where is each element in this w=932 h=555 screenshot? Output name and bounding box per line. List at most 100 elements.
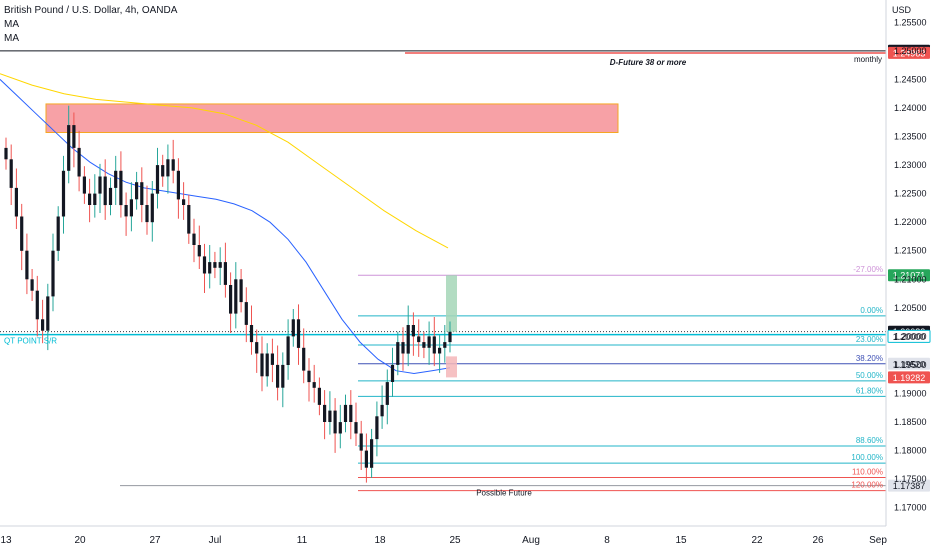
candle-body[interactable]: [140, 182, 144, 205]
candle-body[interactable]: [223, 262, 227, 285]
candle-body[interactable]: [359, 433, 363, 451]
candle-body[interactable]: [270, 353, 274, 365]
candle-body[interactable]: [255, 342, 259, 354]
candle-body[interactable]: [166, 159, 170, 177]
candle-body[interactable]: [239, 279, 243, 303]
price-badge-label: 1.17387: [893, 481, 926, 491]
candle-body[interactable]: [401, 342, 405, 354]
candle-body[interactable]: [234, 279, 238, 314]
candle-body[interactable]: [4, 147, 8, 160]
candle-body[interactable]: [77, 147, 81, 177]
candle-body[interactable]: [302, 347, 306, 371]
candle-body[interactable]: [385, 382, 389, 405]
candle-body[interactable]: [244, 302, 248, 325]
candle-body[interactable]: [51, 250, 55, 297]
candle-body[interactable]: [427, 336, 431, 348]
candle-body[interactable]: [161, 165, 165, 177]
candle-body[interactable]: [312, 382, 316, 388]
candle-body[interactable]: [265, 353, 269, 377]
candle-body[interactable]: [67, 125, 71, 171]
candle-body[interactable]: [25, 250, 29, 280]
candle-body[interactable]: [364, 450, 368, 468]
candle-body[interactable]: [108, 187, 113, 205]
supply-zone[interactable]: [45, 103, 619, 134]
candle-body[interactable]: [438, 347, 442, 354]
stop-box[interactable]: [446, 356, 457, 378]
candle-body[interactable]: [390, 364, 395, 382]
candle-body[interactable]: [296, 319, 301, 348]
fib-level-label: 88.60%: [856, 436, 883, 445]
candle-body[interactable]: [229, 285, 233, 314]
candle-body[interactable]: [61, 170, 66, 217]
candle-body[interactable]: [380, 404, 384, 417]
candle-body[interactable]: [343, 404, 348, 422]
candle-body[interactable]: [56, 216, 60, 251]
candle-body[interactable]: [182, 199, 186, 205]
candle-body[interactable]: [417, 336, 421, 343]
candle-body[interactable]: [93, 193, 97, 205]
candle-body[interactable]: [333, 410, 337, 434]
price-badge-gray: [888, 357, 930, 370]
candle-body[interactable]: [422, 342, 426, 348]
candle-body[interactable]: [187, 205, 191, 234]
d-future-label: D-Future 38 or more: [610, 58, 687, 67]
target-box[interactable]: [446, 275, 457, 332]
candle-body[interactable]: [260, 353, 264, 377]
candle-body[interactable]: [448, 331, 452, 343]
candle-body[interactable]: [443, 342, 447, 348]
candle-body[interactable]: [197, 245, 201, 257]
candle-body[interactable]: [432, 336, 436, 354]
candle-body[interactable]: [9, 159, 13, 188]
candle-body[interactable]: [323, 404, 327, 422]
candle-body[interactable]: [411, 325, 415, 337]
candle-body[interactable]: [124, 205, 128, 217]
candle-body[interactable]: [119, 170, 123, 206]
price-badge-label: 1.19282: [893, 373, 926, 383]
candle-body[interactable]: [328, 410, 332, 422]
candle-body[interactable]: [349, 404, 353, 422]
candle-body[interactable]: [30, 279, 34, 291]
indicator-ma-1[interactable]: MA: [4, 19, 19, 30]
candle-body[interactable]: [176, 170, 180, 200]
y-tick-label: 1.18500: [894, 417, 927, 427]
candle-body[interactable]: [171, 159, 175, 171]
candle-body[interactable]: [114, 170, 118, 188]
candle-body[interactable]: [213, 262, 217, 268]
candle-body[interactable]: [406, 325, 410, 354]
candle-body[interactable]: [41, 319, 45, 331]
candle-body[interactable]: [354, 422, 358, 434]
candle-body[interactable]: [129, 199, 133, 217]
candle-body[interactable]: [208, 262, 212, 274]
candle-body[interactable]: [14, 187, 18, 217]
candle-body[interactable]: [46, 296, 50, 331]
price-badge-green: [888, 269, 930, 282]
candle-body[interactable]: [150, 193, 154, 223]
candle-body[interactable]: [192, 233, 196, 245]
candle-body[interactable]: [307, 370, 311, 383]
candle-body[interactable]: [370, 439, 374, 468]
candle-body[interactable]: [375, 416, 379, 440]
candle-body[interactable]: [317, 387, 321, 405]
candle-body[interactable]: [396, 342, 400, 365]
candle-body[interactable]: [20, 216, 24, 251]
indicator-ma-2[interactable]: MA: [4, 33, 19, 44]
candle-body[interactable]: [98, 176, 102, 194]
candle-body[interactable]: [103, 176, 107, 206]
candle-body[interactable]: [82, 176, 86, 194]
candle-body[interactable]: [286, 336, 290, 365]
candle-body[interactable]: [291, 319, 295, 337]
candle-body[interactable]: [155, 165, 160, 194]
candle-body[interactable]: [145, 205, 149, 223]
candle-body[interactable]: [338, 422, 342, 434]
candle-body[interactable]: [72, 125, 76, 148]
candle-body[interactable]: [88, 193, 92, 205]
candle-body[interactable]: [281, 364, 285, 388]
candle-body[interactable]: [35, 290, 39, 320]
candle-body[interactable]: [276, 364, 280, 388]
candle-body[interactable]: [202, 256, 207, 274]
candle-body[interactable]: [218, 262, 222, 268]
candle-body[interactable]: [249, 325, 254, 343]
candle-body[interactable]: [135, 182, 139, 200]
